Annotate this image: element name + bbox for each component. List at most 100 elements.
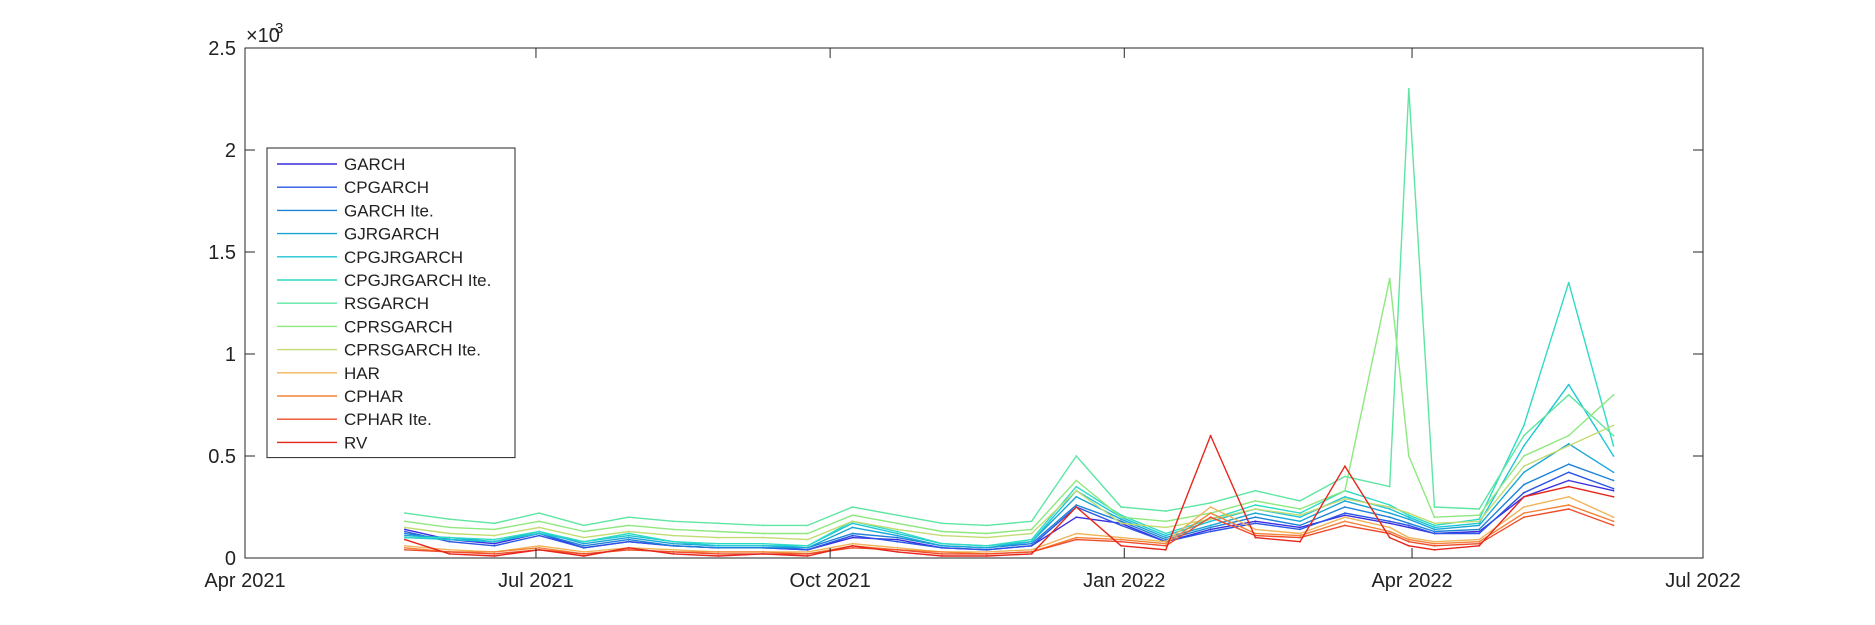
data-point	[806, 532, 809, 535]
data-point	[1299, 524, 1301, 527]
data-point	[941, 555, 943, 557]
data-point	[1344, 514, 1346, 517]
data-point	[1120, 522, 1122, 525]
data-point	[404, 536, 406, 539]
legend: GARCH CPGARCH GARCH Ite. GJRGARCH CPGJRGARCH…	[266, 147, 516, 459]
data-point	[404, 548, 406, 551]
data-point	[493, 540, 496, 543]
data-point	[806, 538, 809, 541]
data-point	[941, 546, 943, 549]
data-point	[1478, 508, 1481, 510]
data-point	[1478, 532, 1481, 535]
data-point	[1478, 514, 1481, 517]
data-point	[1567, 434, 1570, 437]
data-point	[493, 542, 496, 545]
data-point	[448, 548, 451, 551]
data-point	[1478, 520, 1481, 523]
data-point	[1164, 540, 1167, 543]
data-point	[1433, 516, 1436, 519]
data-point	[404, 532, 406, 535]
data-point	[538, 548, 541, 551]
data-point	[1164, 532, 1167, 535]
y-axis-exponent-base: ×10	[246, 25, 280, 47]
data-point	[1254, 500, 1257, 502]
data-point	[1120, 536, 1122, 539]
data-point	[538, 530, 541, 533]
data-point	[1030, 540, 1033, 543]
data-point	[941, 542, 943, 545]
data-point	[1433, 526, 1436, 529]
data-point	[717, 536, 720, 539]
data-point	[1433, 542, 1436, 545]
x-tick-label: Jul 2022	[1665, 570, 1741, 592]
data-point	[1120, 516, 1122, 519]
data-point	[493, 538, 496, 541]
legend-label: CPRSGARCH	[344, 317, 453, 336]
data-point	[941, 534, 943, 537]
series-line-0	[404, 479, 1614, 551]
data-point	[1433, 528, 1436, 531]
data-point	[1388, 532, 1391, 535]
data-point	[1523, 471, 1525, 474]
data-point	[896, 532, 899, 535]
data-point	[717, 522, 720, 525]
data-point	[583, 546, 585, 549]
data-point	[1120, 538, 1122, 541]
data-point	[851, 534, 854, 537]
data-point	[583, 540, 585, 543]
data-point	[851, 532, 854, 535]
data-point	[717, 555, 720, 557]
data-point	[1478, 524, 1481, 527]
data-point	[1407, 544, 1410, 547]
data-point	[1030, 553, 1033, 555]
data-point	[1209, 512, 1212, 514]
data-point	[1344, 520, 1346, 523]
data-point	[1254, 508, 1257, 510]
data-point	[896, 548, 899, 551]
data-point	[1567, 479, 1570, 482]
data-point	[448, 540, 451, 543]
data-point	[762, 536, 764, 539]
data-point	[1254, 532, 1257, 535]
data-point	[1209, 434, 1212, 437]
legend-label: HAR	[344, 364, 380, 383]
data-point	[1120, 506, 1122, 508]
data-point	[1030, 542, 1033, 545]
data-point	[851, 514, 854, 517]
data-point	[1612, 393, 1615, 396]
data-point	[806, 551, 809, 553]
data-point	[1164, 544, 1167, 547]
data-point	[1612, 495, 1615, 498]
data-point	[851, 536, 854, 539]
data-point	[1075, 538, 1078, 541]
data-point	[941, 530, 943, 533]
data-point	[806, 544, 809, 547]
data-point	[1075, 455, 1078, 457]
data-point	[896, 536, 899, 539]
data-point	[1164, 526, 1167, 529]
data-point	[1478, 538, 1481, 541]
data-point	[1407, 518, 1410, 521]
data-point	[1120, 524, 1122, 527]
y-tick-label: 1.5	[208, 242, 236, 264]
legend-label: RSGARCH	[344, 294, 429, 313]
axes: Apr 2021 Jul 2021 Oct 2021 Jan 2022 Apr 2022…	[204, 38, 1740, 592]
y-tick-label: 2.5	[208, 38, 236, 60]
data-point	[1254, 528, 1257, 531]
data-point	[1567, 383, 1570, 386]
legend-label: RV	[344, 433, 368, 452]
legend-label: CPRSGARCH Ite.	[344, 341, 481, 360]
data-point	[1388, 536, 1391, 539]
data-point	[493, 553, 496, 555]
data-point	[806, 553, 809, 555]
data-point	[448, 532, 451, 535]
data-point	[404, 544, 406, 547]
data-point	[1523, 455, 1525, 457]
data-point	[1030, 551, 1033, 553]
series-line-7	[404, 277, 1614, 535]
data-point	[896, 546, 899, 549]
data-point	[1433, 544, 1436, 547]
data-point	[985, 551, 988, 553]
data-point	[1344, 497, 1346, 500]
data-point	[985, 532, 988, 535]
